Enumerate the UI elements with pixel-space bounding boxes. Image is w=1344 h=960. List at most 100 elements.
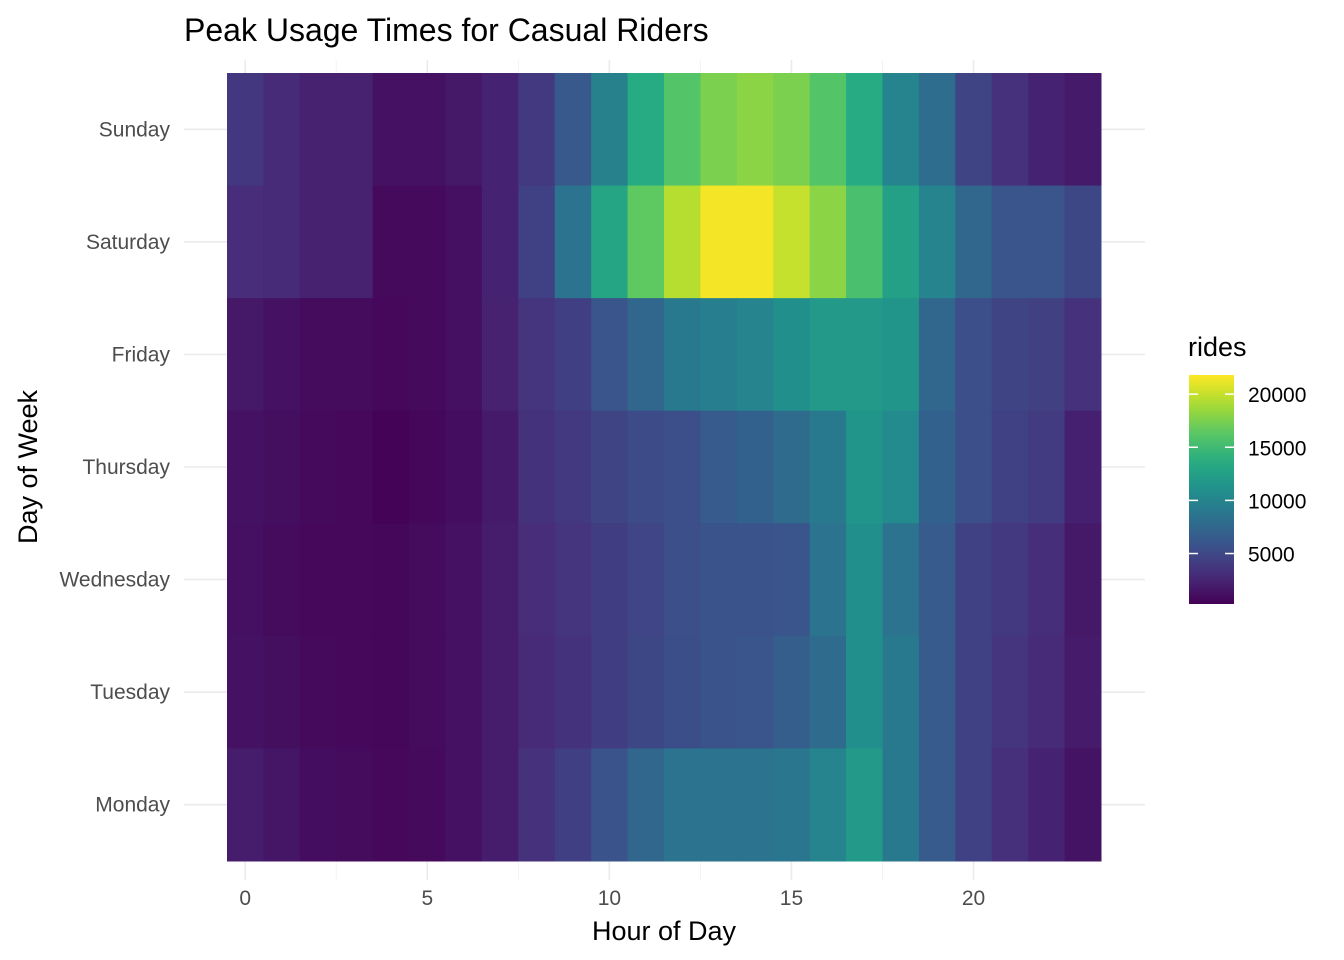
heatmap-cell	[299, 748, 337, 862]
heatmap-cell	[664, 748, 701, 862]
heatmap-cell	[700, 748, 738, 862]
y-tick-label: Monday	[95, 794, 170, 817]
heatmap-cell	[372, 73, 410, 187]
legend-ticks: 5000 10000 15000 20000	[1189, 384, 1306, 567]
heatmap-cell	[372, 298, 410, 412]
heatmap-cell	[518, 410, 556, 524]
heatmap-cell	[445, 523, 483, 637]
heatmap-cell	[591, 635, 629, 749]
heatmap-cell	[445, 635, 483, 749]
heatmap-cell	[955, 410, 993, 524]
heatmap-cell	[991, 298, 1029, 412]
heatmap-cell	[372, 410, 410, 524]
heatmap-cell	[409, 410, 446, 524]
heatmap-cell	[955, 635, 993, 749]
x-tick-label: 10	[598, 887, 621, 910]
heatmap-cell	[409, 298, 446, 412]
heatmap-cell	[627, 748, 665, 862]
heatmap-cell	[299, 73, 337, 187]
heatmap-cell	[773, 73, 811, 187]
heatmap-cell	[918, 185, 956, 299]
heatmap-cell	[227, 523, 264, 637]
heatmap-cell	[554, 185, 592, 299]
heatmap-cell	[263, 748, 301, 862]
heatmap-cell	[409, 73, 446, 187]
heatmap-cell	[736, 523, 774, 637]
heatmap-cell	[554, 523, 592, 637]
heatmap-cell	[227, 73, 264, 187]
heatmap-cell	[1064, 748, 1102, 862]
legend-tick-label: 10000	[1248, 490, 1306, 513]
x-tick-label: 0	[239, 887, 251, 910]
heatmap-cell	[1064, 635, 1102, 749]
legend-tick-label: 20000	[1248, 384, 1306, 407]
heatmap-cell	[554, 298, 592, 412]
heatmap-cell	[518, 185, 556, 299]
heatmap-cell	[227, 748, 264, 862]
heatmap-cell	[518, 523, 556, 637]
heatmap-cell	[1028, 523, 1066, 637]
heatmap-cell	[736, 298, 774, 412]
y-tick-label: Friday	[112, 343, 171, 366]
heatmap-cell	[773, 410, 811, 524]
heatmap-cell	[263, 298, 301, 412]
heatmap-cell	[700, 73, 738, 187]
heatmap-cell	[591, 185, 629, 299]
heatmap-cell	[1028, 410, 1066, 524]
heatmap-cell	[809, 523, 847, 637]
heatmap-cell	[700, 185, 738, 299]
heatmap-cell	[991, 185, 1029, 299]
legend-colorbar	[1189, 375, 1234, 604]
heatmap-cell	[227, 635, 264, 749]
heatmap-cell	[336, 748, 374, 862]
heatmap-cell	[445, 73, 483, 187]
heatmap-cell	[481, 298, 519, 412]
heatmap-cell	[664, 410, 701, 524]
heatmap-cell	[700, 298, 738, 412]
heatmap-cell	[336, 410, 374, 524]
heatmap-cell	[336, 73, 374, 187]
heatmap-cell	[409, 635, 446, 749]
y-tick-label: Saturday	[86, 231, 171, 254]
heatmap-cell	[299, 298, 337, 412]
y-tick-label: Wednesday	[59, 569, 170, 592]
heatmap-cell	[409, 748, 446, 862]
y-axis-title: Day of Week	[13, 389, 43, 544]
heatmap-cell	[227, 185, 264, 299]
heatmap-cell	[736, 73, 774, 187]
heatmap-cell	[918, 748, 956, 862]
heatmap-cell	[1064, 185, 1102, 299]
heatmap-cell	[809, 748, 847, 862]
y-tick-label: Tuesday	[90, 681, 170, 704]
heatmap-cell	[336, 523, 374, 637]
heatmap-cell	[846, 410, 883, 524]
heatmap-cell	[518, 748, 556, 862]
heatmap-cell	[773, 635, 811, 749]
y-tick-label: Thursday	[82, 456, 170, 479]
heatmap-cell	[773, 523, 811, 637]
heatmap-cell	[481, 185, 519, 299]
heatmap-cell	[554, 73, 592, 187]
heatmap-cell	[481, 410, 519, 524]
heatmap-cell	[591, 748, 629, 862]
heatmap-cell	[918, 635, 956, 749]
heatmap-cell	[773, 298, 811, 412]
heatmap-cell	[991, 635, 1029, 749]
heatmap-cell	[991, 73, 1029, 187]
heatmap-cell	[263, 410, 301, 524]
heatmap-cell	[1064, 410, 1102, 524]
heatmap-cell	[809, 635, 847, 749]
heatmap-cell	[991, 410, 1029, 524]
heatmap-cell	[955, 748, 993, 862]
heatmap-cell	[955, 298, 993, 412]
legend-tick-label: 15000	[1248, 437, 1306, 460]
heatmap-cell	[481, 73, 519, 187]
heatmap-cell	[263, 73, 301, 187]
heatmap-cell	[627, 73, 665, 187]
heatmap-cell	[664, 185, 701, 299]
heatmap-cell	[809, 185, 847, 299]
heatmap-cell	[336, 635, 374, 749]
heatmap-cell	[809, 410, 847, 524]
x-tick-label: 5	[421, 887, 433, 910]
